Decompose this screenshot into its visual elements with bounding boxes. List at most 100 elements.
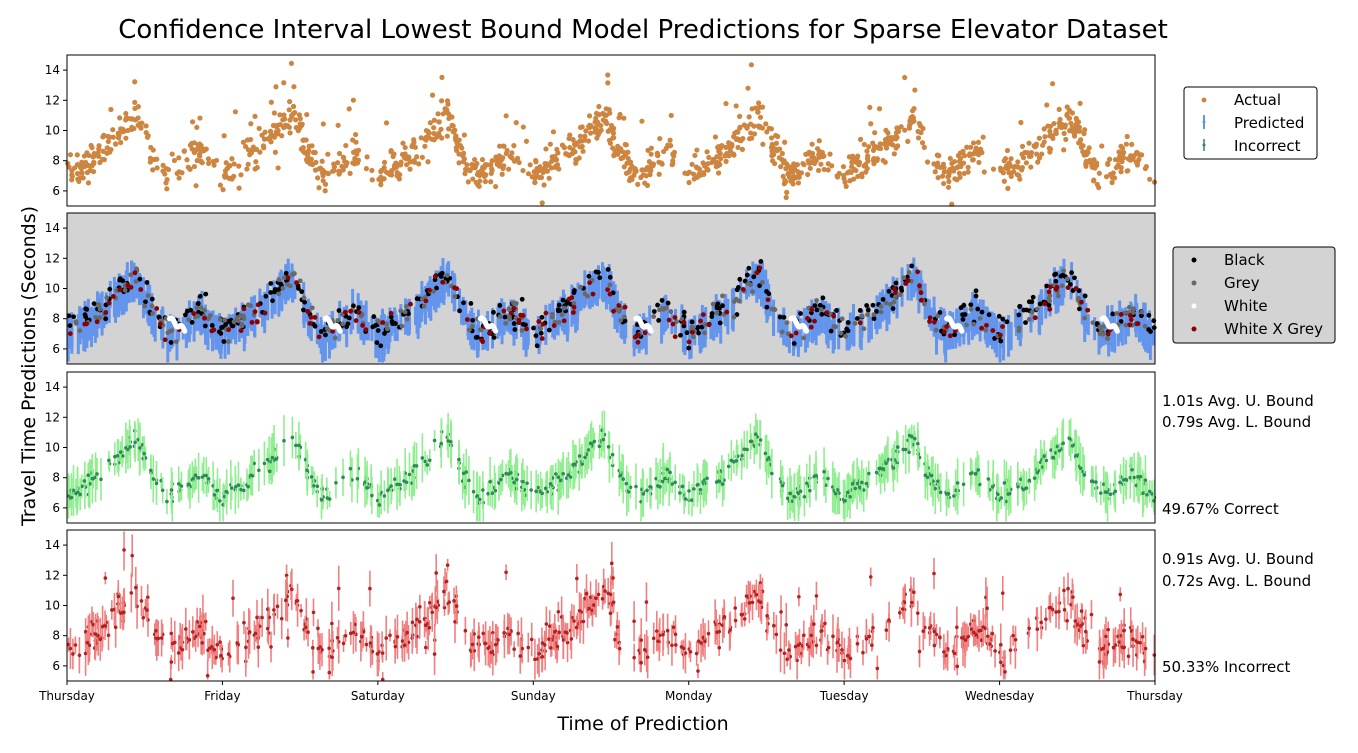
white-x-grey-point: [905, 278, 911, 283]
black-point: [890, 306, 896, 311]
actual-point: [1028, 164, 1034, 170]
black-point: [880, 296, 886, 302]
panel-predicted: 6 8 10 12 14: [45, 212, 1157, 365]
actual-point: [615, 143, 621, 149]
black-point: [71, 314, 77, 320]
actual-point: [282, 116, 288, 122]
correct-point: [262, 461, 267, 466]
white-x-grey-point: [915, 269, 921, 275]
actual-point: [759, 104, 766, 110]
correct-point: [1145, 492, 1149, 497]
black-point: [229, 323, 235, 329]
black-point: [820, 295, 826, 301]
actual-point: [587, 130, 594, 136]
black-point: [107, 286, 113, 292]
grey-point: [668, 309, 674, 314]
actual-point: [1001, 178, 1007, 184]
actual-point: [1040, 142, 1046, 148]
actual-point: [600, 117, 606, 123]
white-x-grey-point: [249, 319, 255, 325]
correct-point: [648, 484, 652, 489]
correct-point: [160, 488, 165, 493]
actual-point: [1066, 115, 1073, 121]
actual-point: [86, 152, 92, 159]
white-x-grey-point: [363, 327, 369, 333]
actual-point: [297, 115, 303, 122]
actual-point: [444, 107, 450, 113]
white-x-grey-point: [255, 302, 261, 308]
black-point: [909, 263, 915, 269]
correct-point: [628, 485, 633, 490]
white-x-grey-point: [587, 280, 592, 286]
white-x-grey-point: [305, 308, 311, 314]
actual-point: [646, 159, 653, 165]
correct-point: [179, 484, 184, 488]
grey-point: [663, 305, 669, 311]
white-x-grey-point: [918, 290, 924, 296]
actual-point: [1056, 106, 1062, 113]
actual-point: [193, 183, 199, 189]
correct-point: [282, 438, 286, 443]
correct-point: [583, 455, 587, 460]
incorrect-point: [864, 636, 869, 641]
actual-point: [738, 138, 744, 144]
actual-point: [1047, 128, 1053, 134]
actual-point: [1015, 164, 1021, 170]
actual-point: [868, 121, 874, 127]
correct-point: [525, 481, 529, 486]
white-x-grey-point: [997, 332, 1003, 338]
actual-point: [426, 134, 432, 141]
incorrect-point: [785, 657, 790, 662]
correct-point: [427, 458, 432, 463]
actual-point: [1000, 170, 1006, 176]
actual-point: [285, 123, 291, 129]
actual-point: [755, 123, 761, 129]
black-point: [356, 305, 362, 311]
black-point: [312, 323, 318, 329]
grey-point: [292, 271, 297, 276]
correct-point: [107, 458, 111, 463]
actual-point: [407, 166, 413, 172]
grey-point: [690, 324, 695, 330]
chart-title: Confidence Interval Lowest Bound Model P…: [118, 15, 1168, 45]
correct-point: [645, 488, 649, 493]
correct-point: [154, 481, 159, 486]
actual-point: [74, 152, 80, 158]
correct-point: [1035, 470, 1040, 475]
incorrect-point: [747, 601, 752, 605]
actual-point: [709, 159, 715, 166]
actual-point: [601, 111, 607, 117]
correct-point: [529, 488, 533, 492]
grey-point: [784, 320, 790, 326]
actual-point: [546, 162, 552, 168]
correct-point: [386, 488, 390, 493]
black-point: [502, 314, 508, 320]
grey-point: [618, 318, 624, 323]
grey-point: [1142, 323, 1148, 329]
y-tick-label: 14: [45, 63, 60, 77]
actual-point: [976, 159, 982, 166]
correct-point: [1123, 477, 1128, 482]
actual-point: [297, 125, 303, 131]
actual-point: [980, 134, 986, 140]
incorrect-point: [1126, 654, 1131, 659]
actual-point: [648, 145, 654, 151]
correct-point: [165, 499, 169, 504]
correct-point: [506, 472, 511, 476]
black-point: [798, 311, 803, 316]
correct-point: [881, 467, 885, 471]
correct-point: [142, 451, 146, 456]
black-point: [491, 309, 496, 315]
actual-point: [768, 144, 775, 151]
actual-point: [795, 180, 802, 186]
correct-point: [341, 475, 345, 480]
actual-point: [593, 115, 599, 121]
actual-point: [1139, 152, 1145, 158]
actual-point: [88, 142, 94, 149]
actual-point: [582, 133, 588, 139]
black-point: [952, 332, 957, 338]
actual-point: [335, 160, 341, 166]
actual-point: [723, 144, 729, 150]
correct-point: [478, 497, 482, 502]
